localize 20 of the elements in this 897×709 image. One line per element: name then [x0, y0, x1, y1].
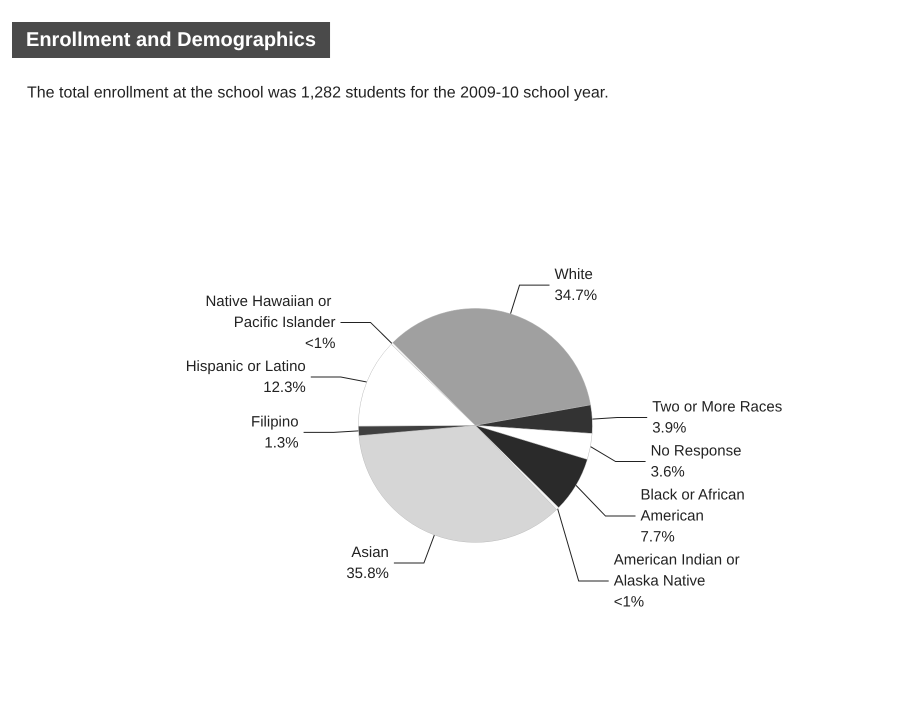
slice-label: Hispanic or Latino — [186, 358, 306, 375]
data-label: 7.7% — [640, 528, 675, 546]
chart-title: Enrollment and Demographics — [26, 29, 316, 51]
data-label: 35.8% — [346, 565, 389, 582]
data-label: <1% — [305, 334, 336, 352]
slice-label: American Indian or Alaska Native — [614, 552, 744, 590]
data-label: 34.7% — [554, 287, 598, 304]
data-label: 3.9% — [652, 420, 686, 437]
slice-label: Two or More Races — [652, 398, 782, 416]
slice-label: Native Hawaiian or Pacific Islander — [205, 292, 336, 331]
data-label: <1% — [614, 594, 644, 611]
chart-subtitle: The total enrollment at the school was 1,282 students for the 2009-10 school year. — [27, 84, 609, 102]
slice-label: Asian — [351, 544, 389, 562]
slice-label: No Response — [650, 442, 742, 460]
slice-label: White — [554, 266, 593, 284]
slice-label: Filipino — [251, 413, 299, 430]
slice-label: Black or African American — [640, 486, 749, 525]
data-label: 1.3% — [264, 434, 299, 452]
data-label: 12.3% — [263, 378, 306, 396]
data-label: 3.6% — [650, 464, 685, 481]
